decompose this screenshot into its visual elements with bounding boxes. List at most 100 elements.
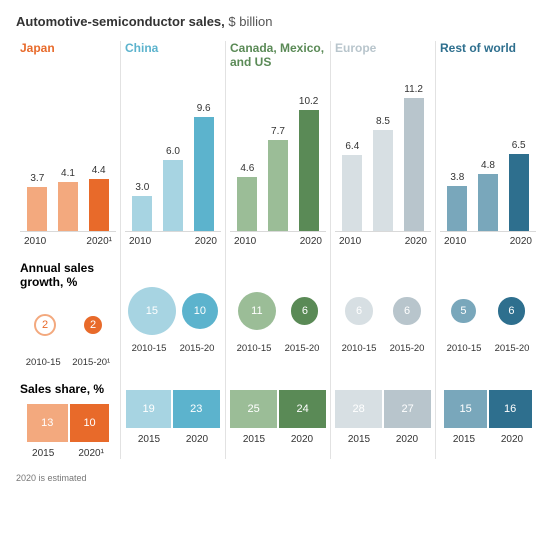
growth-period-b: 2015-20: [180, 343, 215, 354]
bar-x-labels: 2010 2020: [125, 232, 221, 247]
growth-circle-a: 6: [345, 297, 372, 324]
share-block-a: 28: [335, 390, 382, 428]
bar-rect: [404, 98, 424, 231]
growth-period-b: 2015-20: [285, 343, 320, 354]
bar-rect: [299, 110, 319, 231]
share-year-labels: 20152020: [125, 428, 221, 445]
bar-rect: [194, 117, 214, 231]
growth-circle-a: 11: [238, 292, 277, 331]
bar-x-first: 2010: [234, 236, 256, 247]
title-text: Automotive-semiconductor sales,: [16, 14, 225, 29]
bar-rect: [27, 187, 47, 231]
bar-value: 4.4: [92, 165, 106, 176]
bar: 8.5: [372, 116, 394, 231]
share-heading-spacer: [125, 368, 221, 382]
bar-rect: [447, 186, 467, 231]
bar: 9.6: [193, 103, 215, 231]
share-year-labels: 20152020¹: [20, 442, 116, 459]
share-blocks: 1923: [125, 390, 221, 428]
share-block-b: 16: [489, 390, 532, 428]
bar-x-last: 2020¹: [86, 236, 112, 247]
growth-period-labels: 2010-152015-20¹: [20, 353, 116, 368]
growth-period-labels: 2010-152015-20: [440, 339, 536, 354]
bar-x-last: 2020: [405, 236, 427, 247]
share-heading-spacer: [335, 368, 431, 382]
growth-circle-b: 6: [291, 297, 318, 324]
growth-period-labels: 2010-152015-20: [335, 339, 431, 354]
bar-x-first: 2010: [129, 236, 151, 247]
bar-chart: 4.67.710.2: [230, 71, 326, 232]
growth-circle-b: 6: [498, 297, 525, 324]
share-year-labels: 20152020: [440, 428, 536, 445]
bar-rect: [89, 179, 109, 231]
region-label: China: [125, 41, 221, 69]
bar: 4.6: [236, 163, 258, 231]
bar-value: 4.6: [240, 163, 254, 174]
region-column-europe: Europe6.48.511.220102020 662010-152015-2…: [330, 41, 435, 459]
bar-x-last: 2020: [300, 236, 322, 247]
bar: 4.4: [88, 165, 110, 231]
bar-value: 3.0: [135, 182, 149, 193]
bar-rect: [132, 196, 152, 232]
growth-period-a: 2010-15: [447, 343, 482, 354]
growth-heading-spacer: [230, 261, 326, 275]
share-year-a: 2015: [453, 434, 475, 445]
bar-value: 8.5: [376, 116, 390, 127]
bar-x-labels: 20102020: [440, 232, 536, 247]
footnote: 2020 is estimated: [16, 473, 540, 483]
bar: 3.8: [446, 172, 468, 231]
share-block-b: 27: [384, 390, 431, 428]
title-unit: $ billion: [228, 14, 272, 29]
bar-rect: [342, 155, 362, 231]
bar-x-labels: 20102020: [335, 232, 431, 247]
bar-rect: [237, 177, 257, 231]
growth-circle-b: 10: [182, 293, 218, 329]
bar-x-labels: 2010 2020¹: [20, 232, 116, 247]
bar: 7.7: [267, 126, 289, 231]
share-blocks: 1310: [20, 404, 116, 442]
bar-x-last: 2020: [195, 236, 217, 247]
share-block-a: 15: [444, 390, 486, 428]
share-year-labels: 20152020: [230, 428, 326, 445]
bar-value: 3.8: [450, 172, 464, 183]
share-heading-spacer: [440, 368, 536, 382]
chart-page: Automotive-semiconductor sales, $ billio…: [0, 0, 556, 551]
region-label: Rest of world: [440, 41, 536, 69]
share-heading-spacer: [230, 368, 326, 382]
bar: 3.7: [26, 173, 48, 231]
bar-chart: 3.06.09.6: [125, 71, 221, 232]
share-block-a: 13: [27, 404, 68, 442]
growth-heading-spacer: [440, 261, 536, 275]
bar-rect: [268, 140, 288, 231]
share-year-a: 2015: [243, 434, 265, 445]
growth-circles: 66: [335, 283, 431, 339]
bar: 6.5: [508, 140, 530, 231]
growth-circles: 1510: [125, 283, 221, 339]
bar-value: 11.2: [404, 84, 423, 95]
growth-circles: 56: [440, 283, 536, 339]
bar-rect: [478, 174, 498, 231]
bar-chart: 3.8 4.8 6.5: [440, 71, 536, 232]
share-block-a: 25: [230, 390, 277, 428]
bar-chart: 3.7 4.1 4.4: [20, 71, 116, 232]
growth-period-b: 2015-20¹: [72, 357, 110, 368]
bar-value: 3.7: [30, 173, 44, 184]
share-year-a: 2015: [348, 434, 370, 445]
growth-heading: Annual sales growth, %: [20, 261, 116, 289]
bar-rect: [58, 182, 78, 231]
share-block-a: 19: [126, 390, 170, 428]
bar-x-first: 2010: [24, 236, 46, 247]
bar: 3.0: [131, 182, 153, 232]
growth-circles: 11 6: [230, 283, 326, 339]
bar: 4.1: [57, 168, 79, 231]
growth-circle-b: 6: [393, 297, 420, 324]
growth-circle-b: 2: [84, 316, 102, 334]
growth-heading-spacer: [125, 261, 221, 275]
bar: 4.8: [477, 160, 499, 231]
share-block-b: 24: [279, 390, 326, 428]
region-label: Europe: [335, 41, 431, 69]
region-column-row: Rest of world3.84.86.520102020 562010-15…: [435, 41, 540, 459]
share-year-b: 2020: [396, 434, 418, 445]
bar-value: 6.4: [345, 141, 359, 152]
bar-rect: [509, 154, 529, 231]
